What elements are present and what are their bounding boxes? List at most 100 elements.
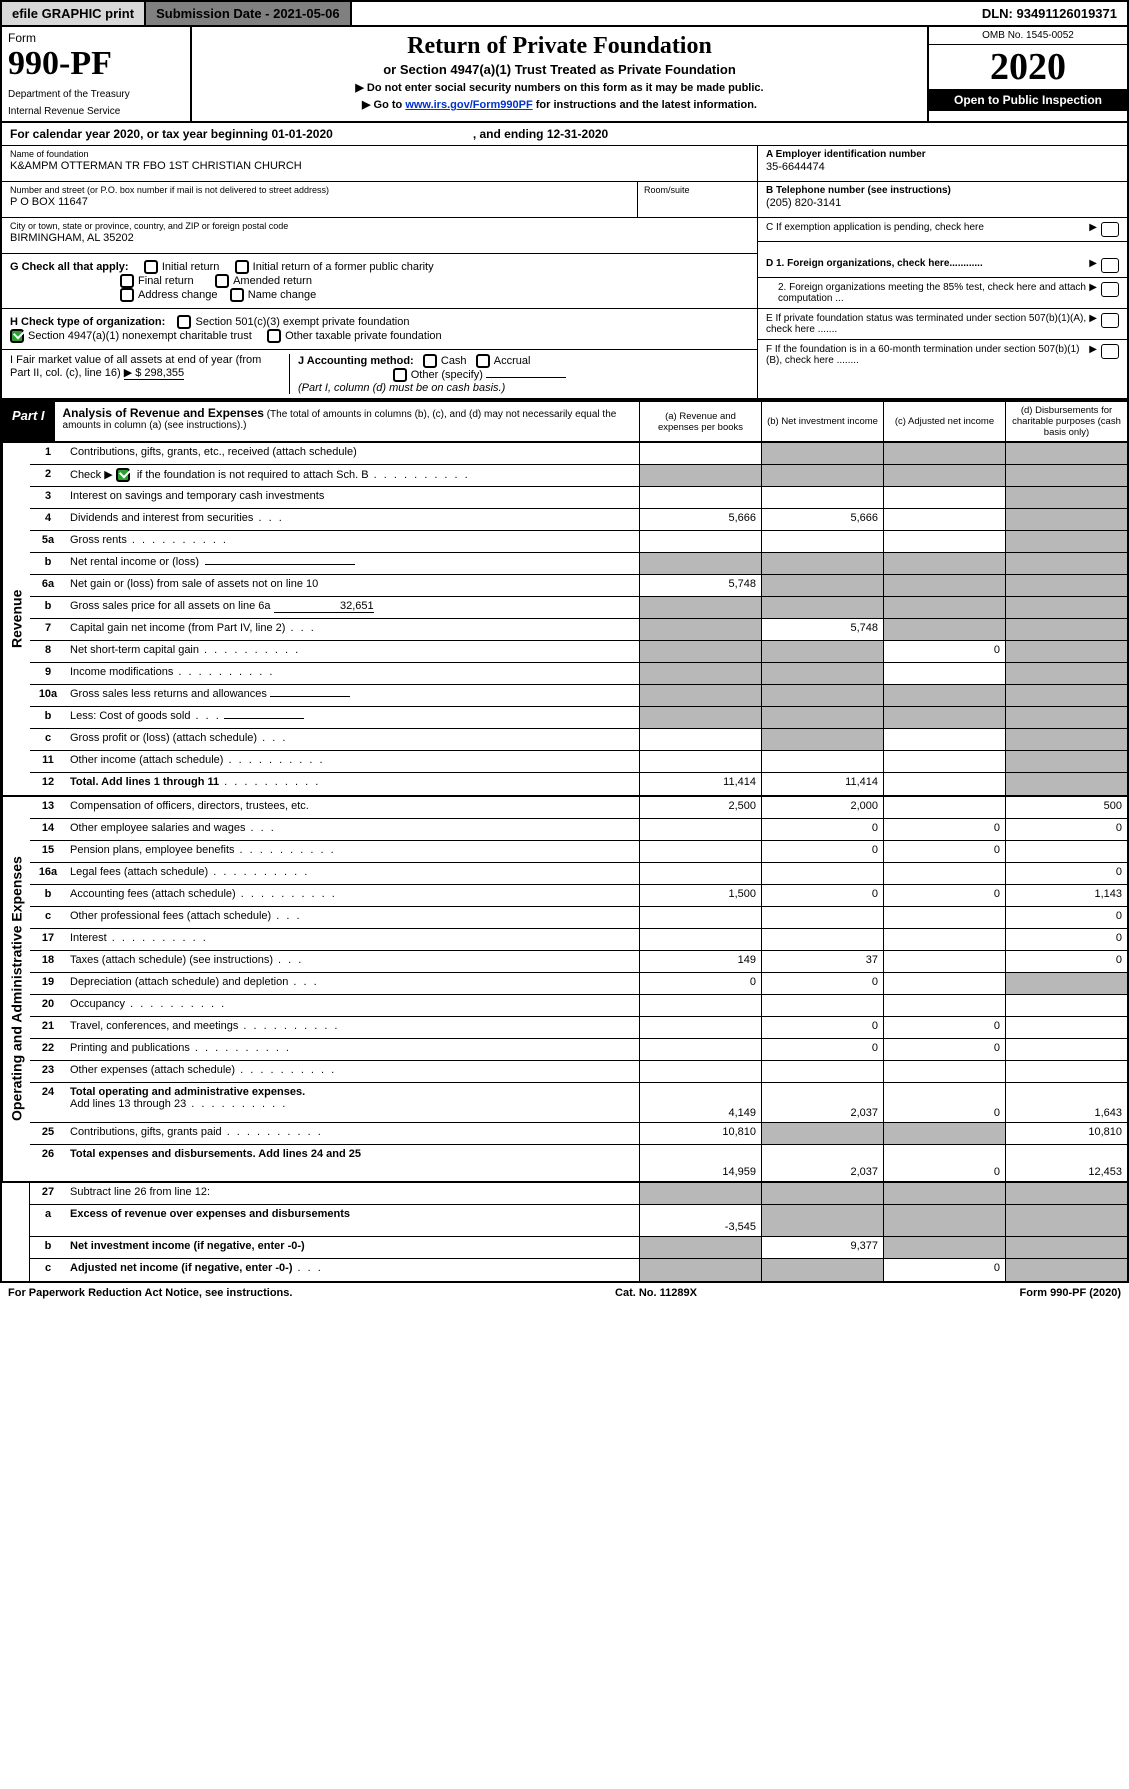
e-checkbox[interactable] <box>1101 313 1119 328</box>
h-row: H Check type of organization: Section 50… <box>2 309 757 350</box>
r26: Total expenses and disbursements. Add li… <box>66 1145 639 1181</box>
efile-print-button[interactable]: efile GRAPHIC print <box>2 2 146 25</box>
r4: Dividends and interest from securities <box>66 509 639 530</box>
expenses-table: Operating and Administrative Expenses 13… <box>0 797 1129 1183</box>
r9: Income modifications <box>66 663 639 684</box>
r27c: Adjusted net income (if negative, enter … <box>66 1259 639 1281</box>
revenue-table: Revenue 1Contributions, gifts, grants, e… <box>0 443 1129 797</box>
ij-row: I Fair market value of all assets at end… <box>2 350 757 398</box>
form-label: Form <box>8 31 184 45</box>
j-cash-checkbox[interactable] <box>423 354 437 368</box>
g-opt-5: Name change <box>248 289 317 301</box>
r24: Total operating and administrative expen… <box>66 1083 639 1122</box>
footer-right: Form 990-PF (2020) <box>1020 1287 1121 1299</box>
col-a-header: (a) Revenue and expenses per books <box>639 402 761 441</box>
room-suite-label: Room/suite <box>637 182 757 218</box>
footer-left: For Paperwork Reduction Act Notice, see … <box>8 1287 292 1299</box>
r16b: Accounting fees (attach schedule) <box>66 885 639 906</box>
f-checkbox[interactable] <box>1101 344 1119 359</box>
h-501c3-checkbox[interactable] <box>177 315 191 329</box>
ein-value: 35-6644474 <box>766 161 1119 173</box>
revenue-side-label: Revenue <box>2 443 30 795</box>
calyear-pre: For calendar year 2020, or tax year begi… <box>10 127 333 141</box>
r12: Total. Add lines 1 through 11 <box>66 773 639 795</box>
col-d-header: (d) Disbursements for charitable purpose… <box>1005 402 1127 441</box>
part1-label: Part I <box>2 402 55 441</box>
g-opt-2: Final return <box>138 275 194 287</box>
city-label: City or town, state or province, country… <box>10 221 749 231</box>
r17: Interest <box>66 929 639 950</box>
r16c: Other professional fees (attach schedule… <box>66 907 639 928</box>
r22: Printing and publications <box>66 1039 639 1060</box>
j-label: J Accounting method: <box>298 355 414 367</box>
h-opt-3: Other taxable private foundation <box>285 330 442 342</box>
part1-title: Analysis of Revenue and Expenses <box>63 406 264 420</box>
h-opt-2: Section 4947(a)(1) nonexempt charitable … <box>28 330 252 342</box>
g-initial-return-checkbox[interactable] <box>144 260 158 274</box>
form-number: 990-PF <box>8 45 184 83</box>
r15: Pension plans, employee benefits <box>66 841 639 862</box>
form-header: Form 990-PF Department of the Treasury I… <box>0 27 1129 123</box>
r7: Capital gain net income (from Part IV, l… <box>66 619 639 640</box>
topbar: efile GRAPHIC print Submission Date - 20… <box>0 0 1129 27</box>
h-4947-checkbox[interactable] <box>10 329 24 343</box>
g-row: G Check all that apply: Initial return I… <box>2 254 757 309</box>
dept-treasury: Department of the Treasury <box>8 89 184 100</box>
r3: Interest on savings and temporary cash i… <box>66 487 639 508</box>
j-other-checkbox[interactable] <box>393 368 407 382</box>
r20: Occupancy <box>66 995 639 1016</box>
form-title: Return of Private Foundation <box>200 33 919 60</box>
phone-label: B Telephone number (see instructions) <box>766 185 1119 196</box>
g-address-change-checkbox[interactable] <box>120 288 134 302</box>
g-label: G Check all that apply: <box>10 261 129 273</box>
calendar-year-row: For calendar year 2020, or tax year begi… <box>0 123 1129 146</box>
r10c: Gross profit or (loss) (attach schedule) <box>66 729 639 750</box>
f-label: F If the foundation is in a 60-month ter… <box>766 344 1089 366</box>
g-final-return-checkbox[interactable] <box>120 274 134 288</box>
part1-header: Part I Analysis of Revenue and Expenses … <box>0 400 1129 443</box>
r10a: Gross sales less returns and allowances <box>66 685 639 706</box>
j-other: Other (specify) <box>411 369 483 381</box>
line27-table: 27Subtract line 26 from line 12: aExcess… <box>0 1183 1129 1283</box>
name-label: Name of foundation <box>10 149 749 159</box>
c-checkbox[interactable] <box>1101 222 1119 237</box>
tax-year: 2020 <box>929 45 1127 89</box>
g-opt-0: Initial return <box>162 261 219 273</box>
j-accrual-checkbox[interactable] <box>476 354 490 368</box>
r10b: Less: Cost of goods sold <box>66 707 639 728</box>
foundation-name: K&AMPM OTTERMAN TR FBO 1ST CHRISTIAN CHU… <box>10 160 749 172</box>
r2-checkbox[interactable] <box>116 468 130 482</box>
g-amended-checkbox[interactable] <box>215 274 229 288</box>
r5a: Gross rents <box>66 531 639 552</box>
city-value: BIRMINGHAM, AL 35202 <box>10 232 749 244</box>
form-subtitle: or Section 4947(a)(1) Trust Treated as P… <box>200 62 919 77</box>
d1-checkbox[interactable] <box>1101 258 1119 273</box>
g-opt-4: Address change <box>138 289 218 301</box>
j-note: (Part I, column (d) must be on cash basi… <box>298 382 505 394</box>
r14: Other employee salaries and wages <box>66 819 639 840</box>
footer: For Paperwork Reduction Act Notice, see … <box>0 1283 1129 1303</box>
j-accrual: Accrual <box>494 355 531 367</box>
r27: Subtract line 26 from line 12: <box>66 1183 639 1204</box>
j-cash: Cash <box>441 355 467 367</box>
d2-checkbox[interactable] <box>1101 282 1119 297</box>
h-other-checkbox[interactable] <box>267 329 281 343</box>
irs-link[interactable]: www.irs.gov/Form990PF <box>405 99 532 111</box>
street-label: Number and street (or P.O. box number if… <box>10 185 629 195</box>
c-exemption-label: C If exemption application is pending, c… <box>766 222 1089 237</box>
g-initial-former-checkbox[interactable] <box>235 260 249 274</box>
street-value: P O BOX 11647 <box>10 196 629 208</box>
r21: Travel, conferences, and meetings <box>66 1017 639 1038</box>
r11: Other income (attach schedule) <box>66 751 639 772</box>
r2: Check ▶ if the foundation is not require… <box>66 465 639 486</box>
r18: Taxes (attach schedule) (see instruction… <box>66 951 639 972</box>
r6a: Net gain or (loss) from sale of assets n… <box>66 575 639 596</box>
r23: Other expenses (attach schedule) <box>66 1061 639 1082</box>
footer-cat: Cat. No. 11289X <box>615 1287 697 1299</box>
col-c-header: (c) Adjusted net income <box>883 402 1005 441</box>
open-inspection-badge: Open to Public Inspection <box>929 89 1127 111</box>
g-name-change-checkbox[interactable] <box>230 288 244 302</box>
calyear-post: , and ending 12-31-2020 <box>473 127 608 141</box>
h-opt-1: Section 501(c)(3) exempt private foundat… <box>195 316 409 328</box>
r1: Contributions, gifts, grants, etc., rece… <box>66 443 639 464</box>
